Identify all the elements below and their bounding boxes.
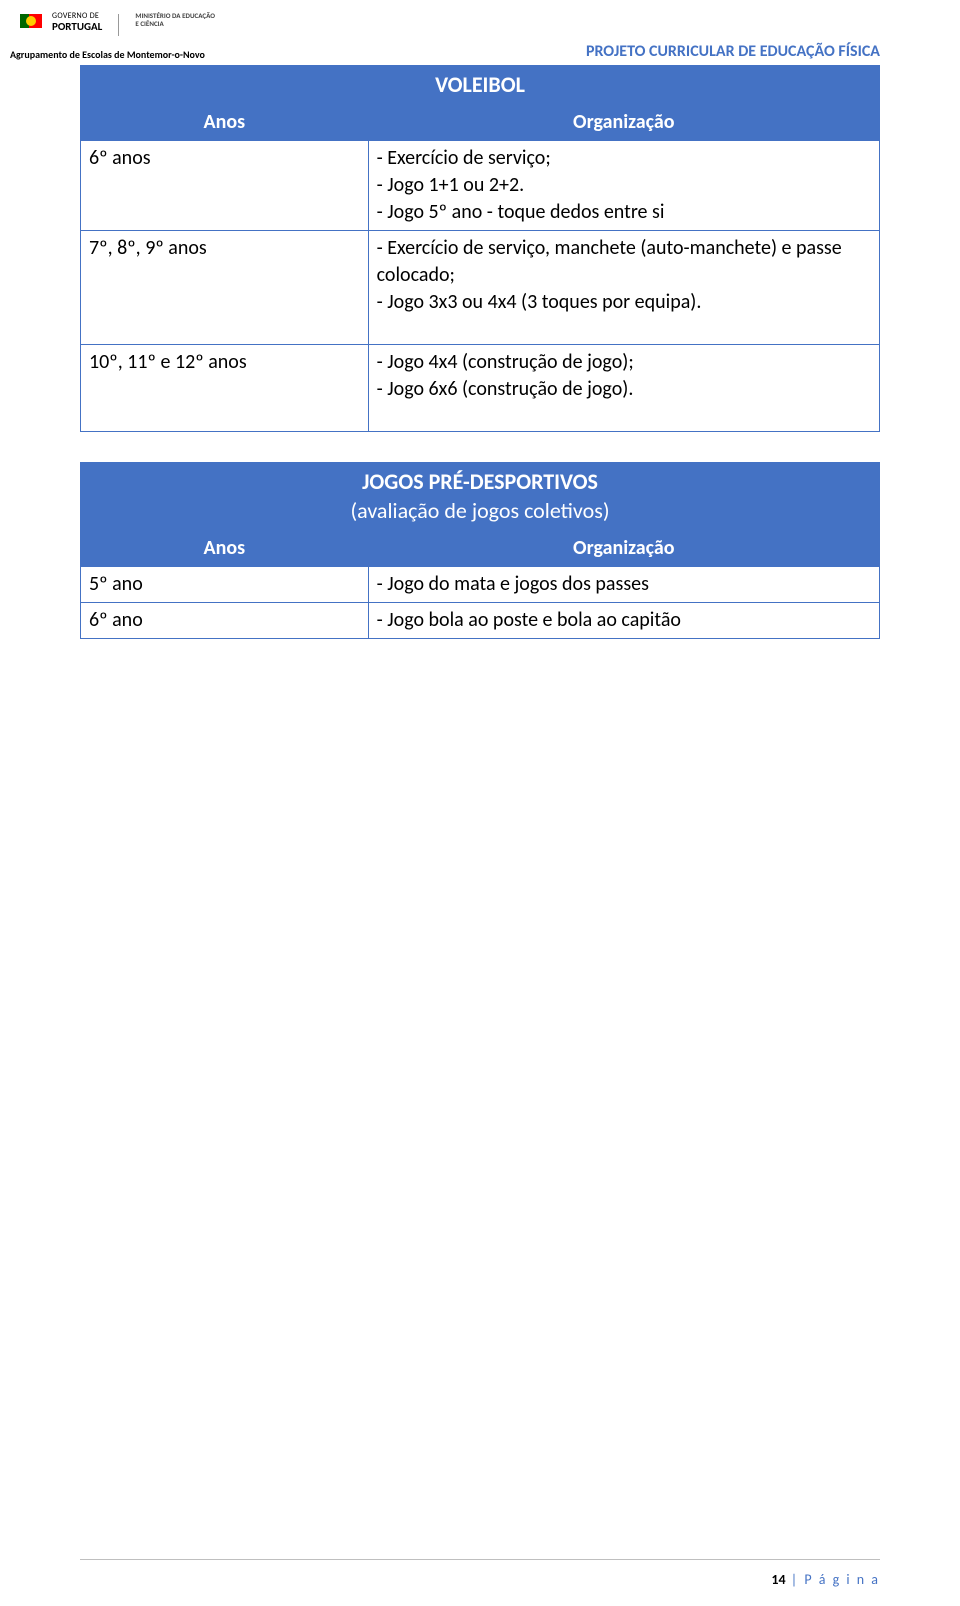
cell-anos: 10º, 11º e 12º anos — [81, 344, 369, 431]
agrupamento-label: Agrupamento de Escolas de Montemor-o-Nov… — [10, 48, 205, 61]
cell-org: - Exercício de serviço; - Jogo 1+1 ou 2+… — [368, 140, 879, 230]
table1-header-anos: Anos — [81, 104, 369, 140]
page-number-label: P á g i n a — [804, 1571, 880, 1588]
ministry-text: MINISTÉRIO DA EDUCAÇÃO E CIÊNCIA — [135, 12, 215, 27]
table1-title: VOLEIBOL — [81, 66, 880, 105]
projeto-title: PROJETO CURRICULAR DE EDUCAÇÃO FÍSICA — [586, 42, 880, 61]
table-row: 6º anos - Exercício de serviço; - Jogo 1… — [81, 140, 880, 230]
table2-title-line1: JOGOS PRÉ-DESPORTIVOS — [362, 468, 598, 495]
table2-header-anos: Anos — [81, 531, 369, 567]
table1-header-org: Organização — [368, 104, 879, 140]
table-row: 6º ano - Jogo bola ao poste e bola ao ca… — [81, 603, 880, 639]
cell-anos: 6º anos — [81, 140, 369, 230]
page-number: 14 | P á g i n a — [771, 1571, 880, 1588]
gov-line2: PORTUGAL — [52, 21, 102, 33]
cell-org: - Jogo 4x4 (construção de jogo); - Jogo … — [368, 344, 879, 431]
voleibol-table: VOLEIBOL Anos Organização 6º anos - Exer… — [80, 65, 880, 432]
page-number-value: 14 — [771, 1571, 785, 1588]
cell-org: - Jogo bola ao poste e bola ao capitão — [368, 603, 879, 639]
cell-org: - Jogo do mata e jogos dos passes — [368, 567, 879, 603]
table-row: 5º ano - Jogo do mata e jogos dos passes — [81, 567, 880, 603]
table2-title-line2: (avaliação de jogos coletivos) — [350, 497, 609, 524]
cell-anos: 7º, 8º, 9º anos — [81, 230, 369, 344]
document-header: GOVERNO DE PORTUGAL MINISTÉRIO DA EDUCAÇ… — [0, 0, 960, 40]
flag-icon — [20, 14, 42, 28]
content-area: VOLEIBOL Anos Organização 6º anos - Exer… — [0, 65, 960, 639]
cell-org: - Exercício de serviço, manchete (auto-m… — [368, 230, 879, 344]
cell-anos: 5º ano — [81, 567, 369, 603]
table-row: 7º, 8º, 9º anos - Exercício de serviço, … — [81, 230, 880, 344]
cell-anos: 6º ano — [81, 603, 369, 639]
jogos-pre-desportivos-table: JOGOS PRÉ-DESPORTIVOS (avaliação de jogo… — [80, 462, 880, 639]
table2-title: JOGOS PRÉ-DESPORTIVOS (avaliação de jogo… — [81, 462, 880, 530]
table-row: 10º, 11º e 12º anos - Jogo 4x4 (construç… — [81, 344, 880, 431]
gov-text: GOVERNO DE PORTUGAL — [52, 12, 102, 33]
footer-rule — [80, 1559, 880, 1560]
ministry-line2: E CIÊNCIA — [135, 20, 215, 28]
subheader: Agrupamento de Escolas de Montemor-o-Nov… — [0, 42, 960, 61]
header-divider — [118, 14, 119, 36]
page-number-sep: | — [791, 1571, 805, 1588]
table2-header-org: Organização — [368, 531, 879, 567]
